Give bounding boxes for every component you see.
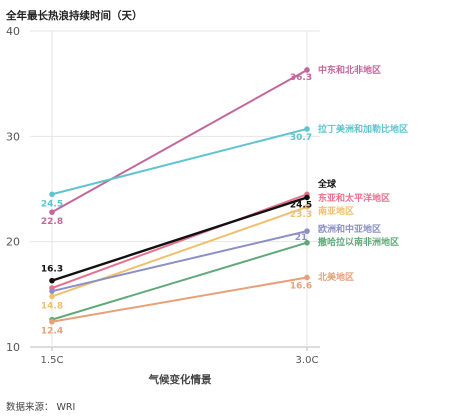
data-label: 14.8 [41,301,63,311]
data-label: 23.3 [290,210,312,220]
series-name-label: 南亚地区 [318,205,354,217]
series-line [50,196,309,282]
series-line [51,276,308,323]
data-point [304,239,310,246]
series-line [51,230,308,293]
x-tick-label: 1.5C [41,355,64,366]
series-line [51,68,308,214]
x-axis-title: 气候变化情景 [148,373,212,386]
series-name-label: 拉丁美洲和加勒比地区 [318,123,408,135]
source-note: 数据来源： WRI [6,401,75,413]
series-labels: 中东和北非地区 22.8 36.3 拉丁美洲和加勒比地区 24.5 30.7 全球 16.3 2… [41,64,408,337]
data-point [304,274,310,281]
data-label: 24.5 [41,199,63,209]
data-label: 12.4 [41,327,63,337]
chart-title: 全年最长热浪持续时间（天） [5,9,143,22]
data-label: 21 [295,233,308,243]
data-point [49,318,55,325]
series-name-label: 中东和北非地区 [318,64,381,76]
data-point [49,293,55,300]
y-axis: 10 20 30 40 [6,25,20,354]
data-point [49,209,55,215]
data-point [49,288,55,294]
data-label: 36.3 [290,73,312,83]
data-point [304,126,310,132]
data-label: 24.5 [290,200,312,210]
y-tick-label: 30 [6,130,20,143]
data-point [49,277,55,284]
data-label: 22.8 [41,217,63,227]
y-tick-label: 20 [6,236,20,249]
y-tick-label: 40 [6,25,20,38]
series-line [51,127,308,196]
series-name-label: 欧洲和中亚地区 [318,223,381,235]
data-point [304,228,310,234]
series-line [51,241,308,321]
data-label: 16.3 [41,265,63,275]
series-line [51,193,308,290]
series-name-label: 东亚和太平洋地区 [318,192,390,204]
series-name-label: 全球 [317,178,337,190]
x-tick-label: 3.0C [296,355,319,366]
grid [30,30,320,348]
data-label: 30.7 [290,133,312,143]
x-axis: 1.5C 3.0C [41,347,319,366]
data-point [49,191,55,198]
series-lines [49,67,310,325]
data-label: 16.6 [290,281,312,291]
series-name-label: 撒哈拉以南非洲地区 [318,236,399,248]
data-point [304,194,310,201]
data-point [304,67,310,73]
series-name-label: 北美地区 [318,271,354,283]
y-tick-label: 10 [6,341,20,354]
data-point [304,204,310,210]
